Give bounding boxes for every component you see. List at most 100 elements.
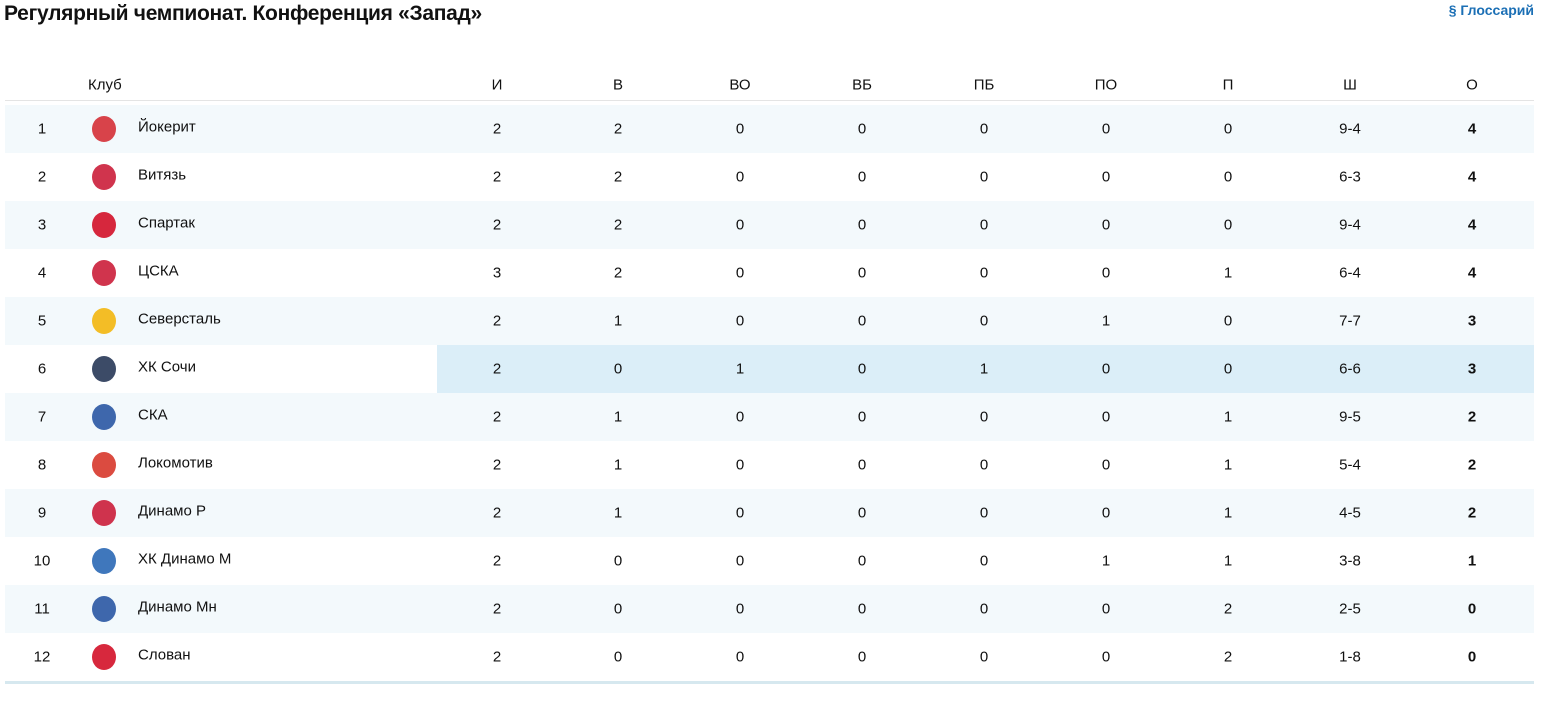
table-row bbox=[5, 489, 1534, 537]
stat-cell: 3-8 bbox=[1339, 552, 1361, 570]
table-row bbox=[5, 249, 1534, 297]
club-name[interactable]: ЦСКА bbox=[138, 262, 179, 280]
stat-cell: 1 bbox=[1101, 312, 1111, 330]
stat-cell: 0 bbox=[1223, 312, 1233, 330]
stat-cell: 2 bbox=[492, 552, 502, 570]
table-row bbox=[5, 633, 1534, 681]
stat-cell: 4-5 bbox=[1339, 504, 1361, 522]
stat-cell: 6-3 bbox=[1339, 168, 1361, 186]
stat-cell: 0 bbox=[979, 552, 989, 570]
stat-cell: 0 bbox=[857, 456, 867, 474]
stat-cell: 0 bbox=[613, 552, 623, 570]
stat-cell: 0 bbox=[857, 120, 867, 138]
points: 3 bbox=[1467, 360, 1477, 378]
stat-cell: 2 bbox=[613, 264, 623, 282]
stat-cell: 0 bbox=[857, 312, 867, 330]
stat-cell: 0 bbox=[1223, 120, 1233, 138]
column-header: Клуб bbox=[88, 76, 122, 94]
stat-cell: 2 bbox=[492, 456, 502, 474]
table-row bbox=[5, 105, 1534, 153]
club-logo bbox=[92, 356, 116, 382]
stat-cell: 1 bbox=[613, 312, 623, 330]
glossary-link[interactable]: § Глоссарий bbox=[1448, 2, 1534, 18]
stat-cell: 2 bbox=[492, 312, 502, 330]
club-name[interactable]: СКА bbox=[138, 406, 168, 424]
club-logo bbox=[92, 308, 116, 334]
club-name[interactable]: ХК Динамо М bbox=[138, 550, 232, 568]
club-name[interactable]: Йокерит bbox=[138, 118, 196, 136]
club-logo bbox=[92, 596, 116, 622]
stat-cell: 0 bbox=[1101, 600, 1111, 618]
position: 3 bbox=[37, 216, 47, 234]
club-logo bbox=[92, 404, 116, 430]
stat-cell: 0 bbox=[979, 648, 989, 666]
stat-cell: 0 bbox=[979, 408, 989, 426]
stat-cell: 0 bbox=[857, 552, 867, 570]
stat-cell: 0 bbox=[857, 360, 867, 378]
stat-cell: 2 bbox=[613, 216, 623, 234]
stat-cell: 0 bbox=[979, 120, 989, 138]
club-logo bbox=[92, 164, 116, 190]
position: 11 bbox=[34, 600, 50, 618]
position: 1 bbox=[37, 120, 47, 138]
stat-cell: 9-4 bbox=[1339, 120, 1361, 138]
stat-cell: 0 bbox=[735, 312, 745, 330]
position: 2 bbox=[37, 168, 47, 186]
stat-cell: 0 bbox=[735, 600, 745, 618]
table-bottom-border bbox=[5, 681, 1534, 684]
stat-cell: 7-7 bbox=[1339, 312, 1361, 330]
club-name[interactable]: Северсталь bbox=[138, 310, 221, 328]
stat-cell: 2 bbox=[492, 504, 502, 522]
club-name[interactable]: Локомотив bbox=[138, 454, 213, 472]
position: 4 bbox=[37, 264, 47, 282]
column-header: ВО bbox=[729, 76, 751, 94]
club-name[interactable]: Слован bbox=[138, 646, 191, 664]
table-row bbox=[5, 585, 1534, 633]
stat-cell: 0 bbox=[857, 408, 867, 426]
stat-cell: 1 bbox=[1101, 552, 1111, 570]
points: 2 bbox=[1467, 504, 1477, 522]
club-name[interactable]: Спартак bbox=[138, 214, 195, 232]
points: 4 bbox=[1467, 120, 1477, 138]
stat-cell: 0 bbox=[1101, 456, 1111, 474]
points: 2 bbox=[1467, 456, 1477, 474]
table-row bbox=[5, 153, 1534, 201]
stat-cell: 0 bbox=[1101, 648, 1111, 666]
stat-cell: 0 bbox=[735, 120, 745, 138]
stat-cell: 2 bbox=[492, 120, 502, 138]
stat-cell: 0 bbox=[1101, 360, 1111, 378]
club-logo bbox=[92, 644, 116, 670]
stat-cell: 0 bbox=[857, 600, 867, 618]
column-header: П bbox=[1222, 76, 1234, 94]
position: 8 bbox=[37, 456, 47, 474]
club-name[interactable]: Витязь bbox=[138, 166, 187, 184]
stat-cell: 0 bbox=[1223, 216, 1233, 234]
stat-cell: 6-6 bbox=[1339, 360, 1361, 378]
stat-cell: 0 bbox=[1101, 216, 1111, 234]
column-header: Ш bbox=[1343, 76, 1357, 94]
stat-cell: 0 bbox=[1223, 168, 1233, 186]
stat-cell: 0 bbox=[857, 264, 867, 282]
stat-cell: 1 bbox=[613, 456, 623, 474]
table-row bbox=[5, 537, 1534, 585]
stat-cell: 0 bbox=[857, 504, 867, 522]
stat-cell: 2 bbox=[492, 216, 502, 234]
stat-cell: 1 bbox=[613, 408, 623, 426]
stat-cell: 0 bbox=[613, 600, 623, 618]
club-name[interactable]: ХК Сочи bbox=[138, 358, 196, 376]
points: 3 bbox=[1467, 312, 1477, 330]
club-name[interactable]: Динамо Р bbox=[138, 502, 206, 520]
stat-cell: 0 bbox=[735, 168, 745, 186]
stat-cell: 0 bbox=[857, 168, 867, 186]
stat-cell: 0 bbox=[735, 408, 745, 426]
club-logo bbox=[92, 260, 116, 286]
club-name[interactable]: Динамо Мн bbox=[138, 598, 217, 616]
stat-cell: 2 bbox=[613, 120, 623, 138]
points: 4 bbox=[1467, 216, 1477, 234]
stat-cell: 2-5 bbox=[1339, 600, 1361, 618]
stat-cell: 0 bbox=[735, 264, 745, 282]
table-row bbox=[5, 441, 1534, 489]
highlight-band bbox=[437, 345, 1534, 393]
column-header: ВБ bbox=[852, 76, 872, 94]
